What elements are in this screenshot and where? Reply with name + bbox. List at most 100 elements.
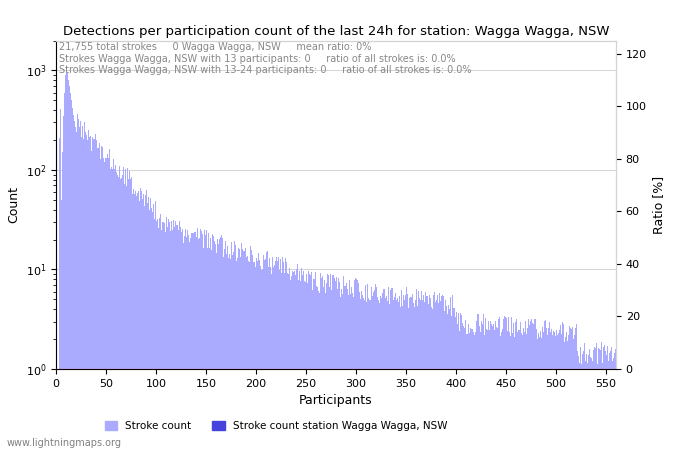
Bar — [389, 290, 391, 450]
Bar — [347, 295, 349, 450]
Bar — [344, 286, 346, 450]
Bar — [606, 346, 608, 450]
Bar — [386, 301, 388, 450]
Bar — [514, 322, 515, 450]
Bar — [564, 337, 566, 450]
Bar — [195, 237, 197, 450]
Bar — [463, 328, 465, 450]
Bar — [202, 248, 204, 450]
Bar — [405, 288, 407, 450]
Bar — [321, 276, 323, 450]
Bar — [71, 108, 73, 450]
Bar — [372, 292, 374, 450]
Bar — [416, 306, 417, 450]
Bar — [183, 236, 185, 450]
Bar — [211, 234, 213, 450]
Bar — [384, 298, 386, 450]
Bar — [508, 332, 510, 450]
Bar — [116, 175, 118, 450]
Bar — [479, 325, 480, 450]
Bar — [207, 233, 209, 450]
Bar — [297, 264, 298, 450]
Bar — [132, 189, 134, 450]
Bar — [237, 248, 239, 450]
Bar — [92, 139, 94, 450]
Bar — [577, 351, 578, 450]
Bar — [575, 324, 577, 450]
Bar — [375, 287, 377, 450]
Bar — [109, 169, 111, 450]
Bar — [186, 230, 188, 450]
Bar — [421, 300, 423, 450]
Bar — [328, 287, 330, 450]
Bar — [246, 256, 248, 450]
Bar — [475, 321, 477, 450]
Bar — [585, 354, 587, 450]
Bar — [561, 322, 563, 450]
Bar — [94, 140, 95, 450]
Bar — [325, 293, 326, 450]
Bar — [521, 333, 522, 450]
Bar — [346, 289, 347, 450]
Bar — [101, 146, 102, 450]
Bar — [230, 242, 232, 450]
Bar — [248, 261, 249, 450]
Bar — [136, 193, 137, 450]
Bar — [358, 292, 360, 450]
Bar — [584, 361, 585, 450]
Bar — [272, 266, 274, 450]
Text: www.lightningmaps.org: www.lightningmaps.org — [7, 438, 122, 448]
Bar — [339, 282, 340, 450]
Bar — [83, 122, 85, 450]
Bar — [274, 261, 276, 450]
Bar — [102, 158, 104, 450]
Bar — [398, 296, 400, 450]
Bar — [589, 356, 591, 450]
Bar — [486, 330, 487, 450]
Bar — [97, 148, 99, 450]
Bar — [608, 353, 610, 450]
Bar — [62, 116, 64, 450]
Bar — [419, 300, 421, 450]
Bar — [361, 295, 363, 450]
Bar — [209, 238, 211, 450]
Bar — [227, 246, 228, 450]
Bar — [197, 239, 199, 450]
Bar — [300, 268, 302, 450]
Bar — [578, 363, 580, 450]
Bar — [494, 321, 496, 450]
Bar — [354, 279, 356, 450]
Bar — [253, 261, 255, 450]
Bar — [87, 140, 88, 450]
Bar — [451, 316, 452, 450]
Bar — [298, 271, 300, 450]
Bar — [179, 227, 181, 450]
Bar — [172, 220, 174, 450]
Bar — [330, 290, 332, 450]
Bar — [165, 216, 167, 450]
Bar — [123, 184, 125, 450]
Bar — [88, 138, 90, 450]
Bar — [151, 212, 153, 450]
Bar — [176, 225, 178, 450]
Bar — [326, 274, 328, 450]
Bar — [468, 333, 470, 450]
Bar — [134, 191, 136, 450]
Bar — [288, 268, 290, 450]
Bar — [500, 332, 501, 450]
Bar — [430, 307, 431, 450]
Bar — [470, 329, 472, 450]
Bar — [335, 277, 337, 450]
Bar — [193, 232, 195, 450]
Bar — [573, 335, 575, 450]
Bar — [66, 72, 67, 450]
Bar — [543, 321, 545, 450]
Bar — [559, 325, 561, 450]
Bar — [95, 140, 97, 450]
Bar — [185, 229, 186, 450]
Bar — [580, 364, 582, 450]
Bar — [613, 353, 615, 450]
Bar — [69, 93, 71, 450]
Bar — [505, 318, 507, 450]
Bar — [122, 167, 123, 450]
